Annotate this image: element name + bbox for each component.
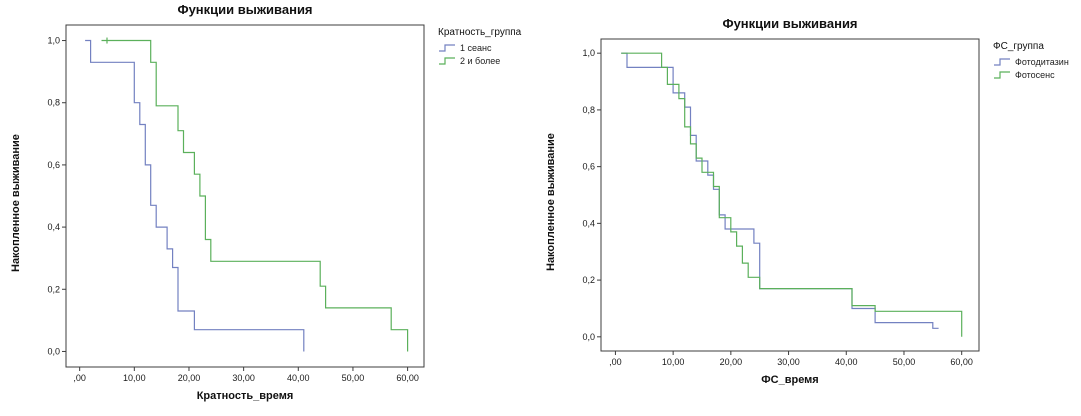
survival-chart-panel-multiplicity: Функции выживания Накопленное выживание … bbox=[10, 2, 534, 402]
swatch-line-icon bbox=[994, 58, 1010, 66]
plot-frame bbox=[65, 24, 425, 368]
series-swatch bbox=[439, 44, 455, 52]
x-tick-label: 50,00 bbox=[893, 357, 916, 367]
chart-row: Накопленное выживание ,00 10,00 20,00 30,00… bbox=[10, 17, 534, 389]
survival-chart-panel-photosensitizer: Функции выживания Накопленное выживание … bbox=[545, 16, 1079, 386]
x-tick-label: 60,00 bbox=[396, 373, 419, 383]
x-tick-label: ,00 bbox=[609, 357, 622, 367]
y-tick-label: 0,8 bbox=[582, 105, 595, 115]
plot-area: ,00 10,00 20,00 30,00 40,00 50,00 60,00 0,0 0,2 0… bbox=[582, 38, 980, 367]
legend-label: 2 и более bbox=[460, 56, 501, 66]
survival-curve-0 bbox=[85, 39, 305, 352]
chart-title: Функции выживания bbox=[177, 2, 313, 17]
x-tick-label: 50,00 bbox=[342, 373, 365, 383]
x-tick-label: ,00 bbox=[73, 373, 86, 383]
x-tick-label: 20,00 bbox=[720, 357, 743, 367]
y-axis-label: Накопленное выживание bbox=[545, 133, 557, 271]
x-tick-label: 40,00 bbox=[287, 373, 310, 383]
y-tick-label: 0,2 bbox=[47, 284, 60, 294]
legend: Кратность_группа 1 сеанс 2 и более bbox=[438, 17, 534, 389]
legend-item: Фотодитазин bbox=[993, 57, 1079, 67]
y-tick-label: 0,8 bbox=[47, 98, 60, 108]
legend-item: 1 сеанс bbox=[438, 43, 534, 53]
y-tick-label: 0,0 bbox=[47, 346, 60, 356]
y-tick-label: 0,0 bbox=[582, 332, 595, 342]
x-tick-label: 10,00 bbox=[123, 373, 146, 383]
x-tick-label: 30,00 bbox=[777, 357, 800, 367]
y-tick-label: 0,4 bbox=[47, 222, 60, 232]
chart-row: Накопленное выживание ,00 10,00 20,00 30,00… bbox=[545, 31, 1079, 373]
x-tick-label: 60,00 bbox=[950, 357, 973, 367]
legend-title: ФС_группа bbox=[993, 41, 1044, 52]
x-axis-label: ФС_время bbox=[761, 374, 819, 386]
survival-curve-0 bbox=[621, 52, 939, 329]
x-tick-label: 30,00 bbox=[232, 373, 255, 383]
y-tick-label: 1,0 bbox=[582, 48, 595, 58]
legend-item: 2 и более bbox=[438, 56, 534, 66]
survival-curve-1 bbox=[621, 52, 963, 337]
y-tick-label: 1,0 bbox=[47, 36, 60, 46]
series-swatch bbox=[994, 71, 1010, 79]
swatch-line-icon bbox=[439, 44, 455, 52]
legend-title: Кратность_группа bbox=[438, 27, 522, 38]
plot-area: ,00 10,00 20,00 30,00 40,00 50,00 60,00 0,0 0,2 0… bbox=[47, 24, 425, 383]
legend: ФС_группа Фотодитазин Фотосенс bbox=[993, 31, 1079, 373]
x-tick-label: 10,00 bbox=[662, 357, 685, 367]
survival-curve-1 bbox=[101, 39, 409, 352]
chart-title: Функции выживания bbox=[722, 16, 858, 31]
x-axis-label: Кратность_время bbox=[196, 390, 294, 402]
plot-frame bbox=[600, 38, 980, 352]
legend-label: 1 сеанс bbox=[460, 43, 492, 53]
x-tick-label: 20,00 bbox=[178, 373, 201, 383]
legend-item: Фотосенс bbox=[993, 70, 1079, 80]
y-tick-label: 0,6 bbox=[47, 160, 60, 170]
swatch-line-icon bbox=[994, 71, 1010, 79]
swatch-line-icon bbox=[439, 57, 455, 65]
series-swatch bbox=[439, 57, 455, 65]
y-tick-label: 0,6 bbox=[582, 162, 595, 172]
y-axis-label: Накопленное выживание bbox=[10, 134, 22, 272]
legend-label: Фотосенс bbox=[1015, 70, 1055, 80]
series-swatch bbox=[994, 58, 1010, 66]
y-tick-label: 0,2 bbox=[582, 275, 595, 285]
legend-label: Фотодитазин bbox=[1015, 57, 1069, 67]
y-tick-label: 0,4 bbox=[582, 218, 595, 228]
x-tick-label: 40,00 bbox=[835, 357, 858, 367]
